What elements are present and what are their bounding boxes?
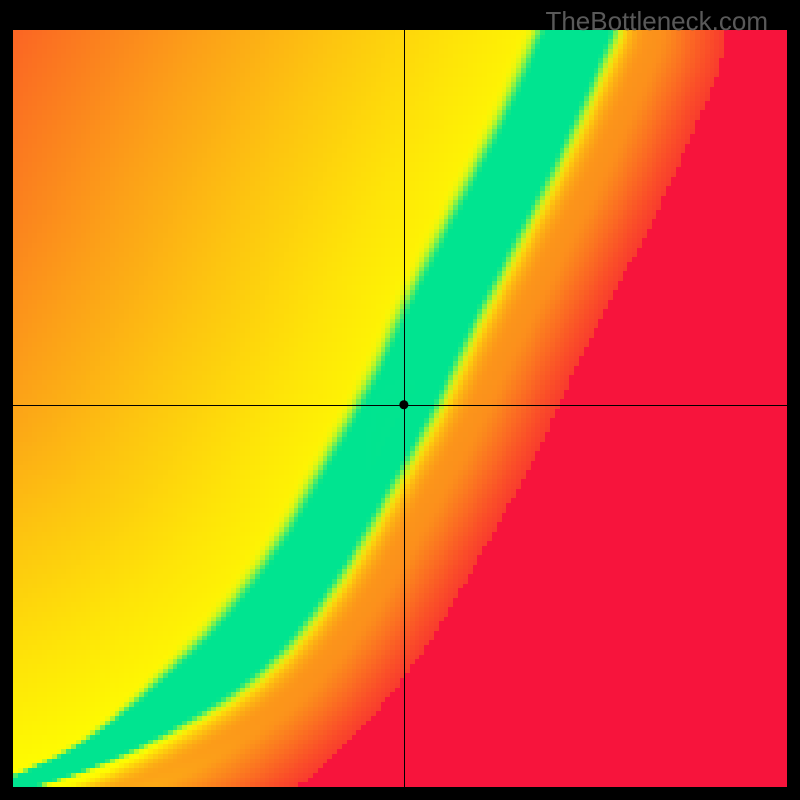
- bottleneck-heatmap: [13, 30, 787, 787]
- chart-container: TheBottleneck.com: [0, 0, 800, 800]
- watermark-text: TheBottleneck.com: [545, 6, 768, 37]
